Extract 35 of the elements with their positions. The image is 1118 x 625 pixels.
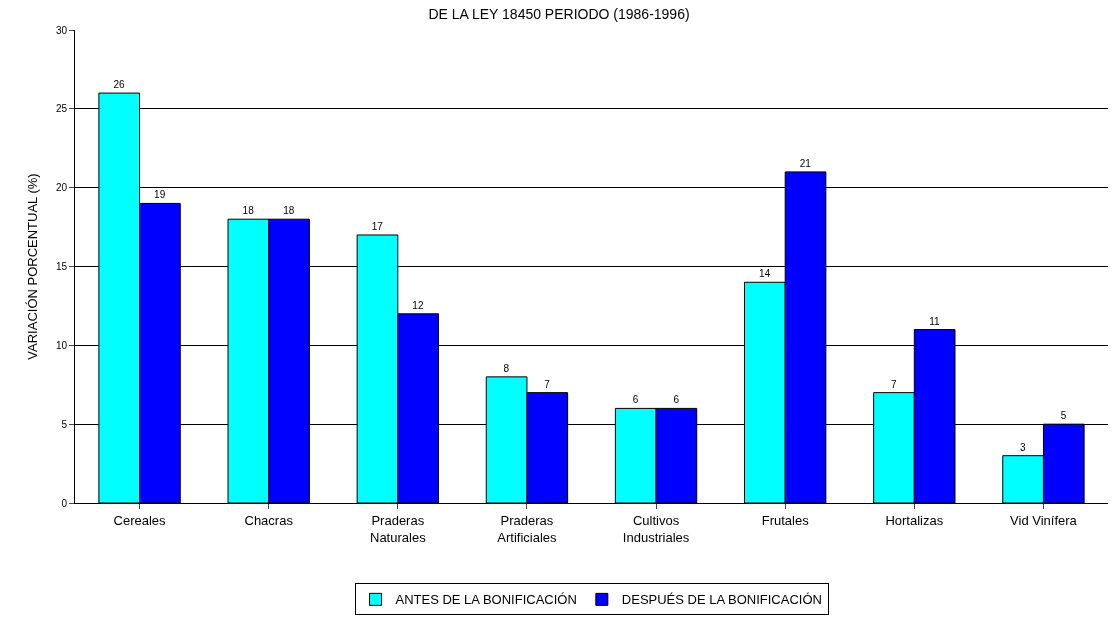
data-label: 12	[412, 299, 424, 311]
y-tick-label: 15	[55, 261, 68, 272]
data-label: 3	[1020, 441, 1027, 453]
data-label: 26	[113, 79, 126, 91]
legend-label: ANTES DE LA BONIFICACIÓN	[395, 592, 577, 608]
data-label: 17	[371, 220, 384, 232]
data-label: 14	[759, 268, 771, 280]
data-label: 18	[242, 205, 255, 217]
data-label: 5	[1060, 410, 1067, 422]
x-tick-label: Praderas Artificiales	[497, 512, 558, 545]
x-tick-label: Hortalizas	[885, 512, 944, 528]
x-tick-label: Cereales	[113, 512, 167, 528]
data-label: 7	[890, 378, 897, 390]
data-label: 6	[673, 394, 680, 406]
x-tick-label: Praderas Naturales	[369, 512, 427, 545]
y-tick-label: 30	[55, 24, 68, 36]
x-tick-label: Frutales	[761, 512, 810, 528]
y-tick-label: 5	[61, 418, 68, 430]
x-tick-label: Vid Vinífera	[1010, 512, 1078, 528]
data-label: 8	[503, 362, 510, 374]
data-label: 6	[632, 394, 639, 406]
y-tick-label: 20	[55, 182, 68, 194]
y-tick-label: 10	[55, 339, 68, 351]
data-label: 18	[283, 205, 295, 217]
y-axis-title: VARIACIÓN PORCENTUAL (%)	[24, 173, 40, 360]
x-tick-label: Cultivos Industriales	[622, 512, 690, 545]
legend-label: DESPUÉS DE LA BONIFICACIÓN	[621, 592, 822, 608]
y-tick-label: 0	[61, 497, 68, 509]
chart-title: DE LA LEY 18450 PERIODO (1986-1996)	[428, 6, 690, 23]
y-tick-label: 25	[55, 103, 68, 115]
data-label: 11	[929, 315, 941, 327]
data-label: 21	[799, 157, 812, 169]
data-label: 7	[544, 378, 551, 390]
data-label: 19	[154, 189, 166, 201]
x-tick-label: Chacras	[244, 512, 294, 528]
